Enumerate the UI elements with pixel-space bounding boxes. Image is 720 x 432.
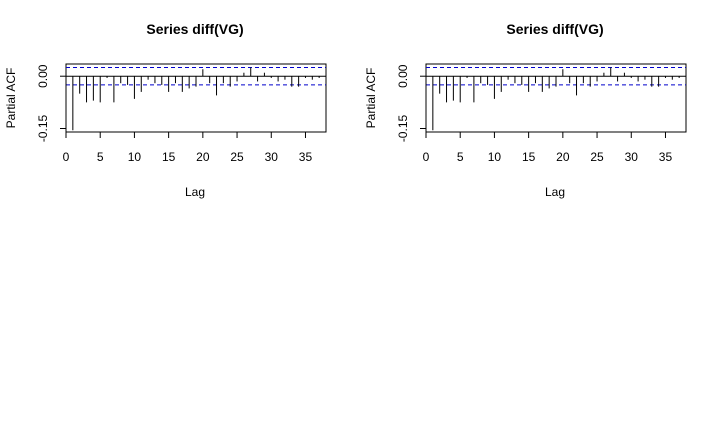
y-axis-label: Partial ACF	[4, 68, 18, 129]
pacf-panel-right: Series diff(VG) 0 5 10 15 20 25 30 35 -0.15 0.00…	[364, 21, 687, 199]
x-tick-label: 20	[196, 150, 210, 164]
x-tick-label: 15	[162, 150, 176, 164]
x-tick-label: 0	[423, 150, 430, 164]
y-axis: -0.15 0.00	[396, 64, 427, 143]
chart-title: Series diff(VG)	[146, 21, 243, 37]
x-tick-label: 25	[590, 150, 604, 164]
x-tick-label: 35	[299, 150, 313, 164]
chart-title: Series diff(VG)	[506, 21, 603, 37]
x-tick-label: 20	[556, 150, 570, 164]
x-tick-label: 10	[128, 150, 142, 164]
x-tick-label: 25	[230, 150, 244, 164]
plot-frame	[65, 63, 327, 133]
plot-frame	[425, 63, 687, 133]
y-axis-label: Partial ACF	[364, 68, 378, 129]
y-tick-label: -0.15	[36, 115, 50, 143]
y-tick-label: -0.15	[396, 115, 410, 143]
x-tick-label: 30	[265, 150, 279, 164]
x-tick-label: 5	[97, 150, 104, 164]
x-tick-label: 30	[625, 150, 639, 164]
x-axis-label: Lag	[185, 185, 205, 199]
x-axis: 0 5 10 15 20 25 30 35	[63, 131, 313, 164]
x-tick-label: 0	[63, 150, 70, 164]
pacf-marks	[66, 66, 326, 131]
x-tick-label: 5	[457, 150, 464, 164]
pacf-panel-left: Series diff(VG) 0 5 10 15 20 25 30 35 -0.15 0.00…	[4, 21, 327, 199]
x-tick-label: 10	[488, 150, 502, 164]
x-tick-label: 15	[522, 150, 536, 164]
x-tick-label: 35	[659, 150, 673, 164]
y-axis: -0.15 0.00	[36, 64, 67, 143]
x-axis-label: Lag	[545, 185, 565, 199]
y-tick-label: 0.00	[36, 64, 50, 88]
x-axis: 0 5 10 15 20 25 30 35	[423, 131, 673, 164]
y-tick-label: 0.00	[396, 64, 410, 88]
pacf-marks	[426, 66, 686, 131]
